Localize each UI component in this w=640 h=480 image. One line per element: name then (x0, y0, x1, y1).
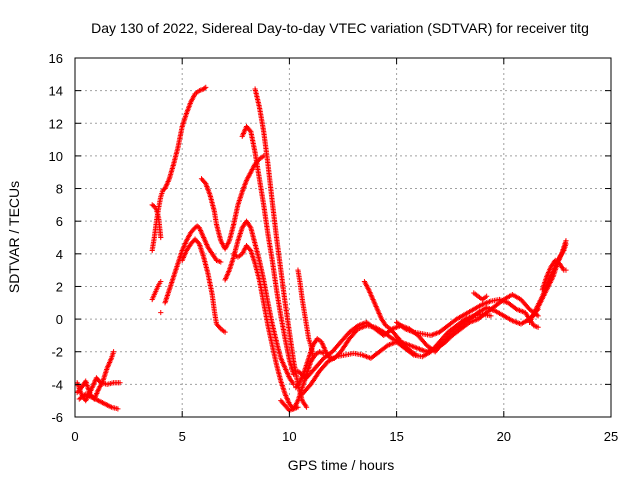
y-axis-ticks: -6 -4 -2 0 2 4 6 8 10 12 14 16 (49, 51, 611, 425)
series-arc-s (471, 290, 490, 303)
y-tick-label: -4 (51, 377, 63, 392)
data-point (247, 246, 253, 252)
plot-frame (74, 57, 612, 418)
data-point (310, 352, 316, 358)
x-tick-label: 5 (179, 429, 186, 444)
data-point (384, 343, 390, 349)
series-arc-q (361, 278, 419, 358)
series-arc-p (295, 267, 316, 358)
x-tick-label: 20 (497, 429, 511, 444)
data-point (117, 380, 123, 386)
series-arc-early-3 (76, 391, 121, 412)
data-point (202, 179, 208, 186)
series-arc-i (239, 123, 297, 378)
series-arc-r (394, 296, 541, 339)
data-point (452, 317, 459, 323)
data-point (195, 240, 201, 246)
series-arc-c (149, 278, 164, 303)
y-tick-label: 10 (49, 149, 63, 164)
data-point (535, 324, 541, 330)
y-tick-label: -6 (51, 410, 63, 425)
data-point (115, 406, 121, 412)
y-tick-label: 12 (49, 116, 63, 131)
x-tick-label: 10 (282, 429, 296, 444)
data-point (354, 323, 360, 330)
data-point (158, 309, 164, 316)
data-point (563, 238, 569, 244)
data-point (158, 278, 164, 285)
series-arc-b (149, 202, 164, 241)
chart-title: Day 130 of 2022, Sidereal Day-to-day VTE… (91, 20, 589, 36)
y-tick-label: 8 (56, 182, 63, 197)
data-point (563, 267, 569, 273)
data-point (488, 313, 494, 319)
x-tick-label: 25 (604, 429, 618, 444)
x-tick-label: 0 (71, 429, 78, 444)
series-arc-j (252, 86, 310, 410)
data-point (97, 378, 103, 385)
data-marks (74, 84, 569, 414)
data-point (247, 127, 253, 133)
series-arc-f (179, 236, 228, 335)
series-arc-c2 (158, 309, 164, 316)
x-tick-label: 15 (389, 429, 403, 444)
y-tick-label: 6 (56, 214, 63, 229)
data-point (158, 234, 164, 241)
data-point (222, 329, 228, 335)
data-point (203, 84, 209, 90)
x-axis-ticks: 0 5 10 15 20 25 (71, 58, 618, 444)
y-tick-label: 0 (56, 312, 63, 327)
grid-lines (75, 58, 611, 417)
y-tick-label: 2 (56, 279, 63, 294)
series-arc-e (162, 223, 224, 306)
data-point (303, 404, 310, 410)
series-arc-v (539, 257, 569, 293)
data-point (388, 335, 394, 341)
series-arc-d (162, 84, 209, 192)
data-point (484, 293, 490, 299)
y-tick-label: 14 (49, 84, 63, 99)
data-point (202, 85, 208, 91)
series-arc-m (293, 292, 541, 391)
data-point (217, 325, 223, 331)
y-axis-label: SDTVAR / TECUs (6, 181, 22, 293)
data-point (512, 305, 519, 311)
x-axis-label: GPS time / hours (288, 457, 395, 473)
data-point (218, 259, 224, 265)
y-tick-label: 4 (56, 247, 63, 262)
y-tick-label: -2 (51, 345, 63, 360)
data-point (461, 317, 467, 323)
data-point (110, 349, 117, 355)
y-tick-label: 16 (49, 51, 63, 66)
series-arc-k (231, 243, 301, 412)
data-point (401, 325, 407, 331)
series-arc-h (222, 218, 297, 387)
data-point (413, 352, 419, 358)
